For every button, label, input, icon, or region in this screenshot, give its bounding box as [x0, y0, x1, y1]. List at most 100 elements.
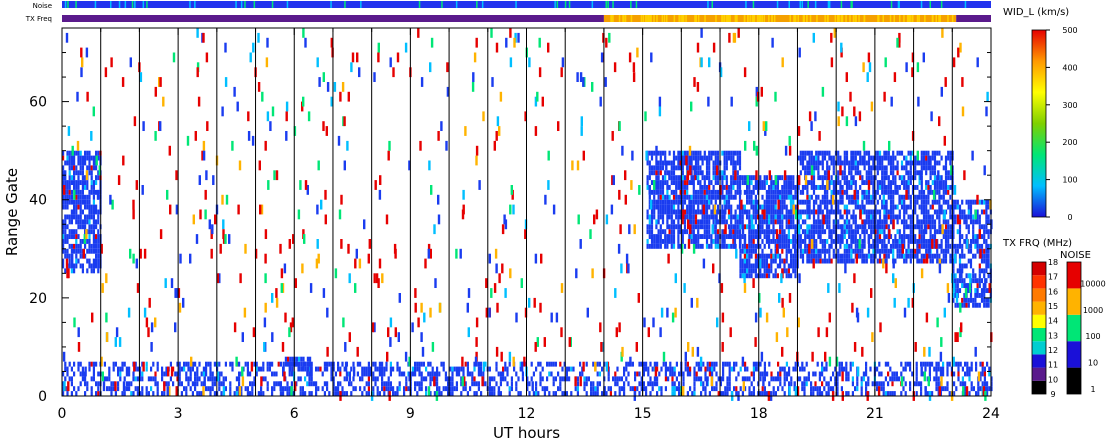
echo-cell — [491, 391, 494, 397]
scatter-cell — [579, 72, 583, 83]
echo-cell — [583, 381, 586, 387]
echo-cell — [183, 361, 186, 367]
scatter-cell — [938, 386, 941, 397]
scatter-cell — [433, 224, 436, 235]
echo-cell — [801, 165, 805, 171]
echo-cell — [931, 170, 934, 176]
echo-cell — [843, 209, 846, 215]
echo-cell — [808, 180, 811, 186]
echo-cell — [690, 209, 693, 215]
echo-cell — [299, 386, 302, 392]
echo-cell — [837, 170, 840, 176]
echo-cell — [97, 371, 100, 377]
echo-cell — [716, 160, 720, 166]
echo-cell — [675, 209, 678, 215]
echo-cell — [925, 209, 928, 215]
echo-cell — [92, 243, 95, 249]
echo-cell — [77, 243, 80, 249]
scatter-cell — [687, 239, 691, 249]
echo-cell — [668, 204, 671, 210]
echo-cell — [444, 371, 447, 377]
echo-cell — [708, 189, 711, 195]
scatter-cell — [743, 234, 747, 244]
scatter-cell — [170, 366, 174, 377]
echo-cell — [861, 194, 864, 200]
echo-cell — [850, 243, 853, 249]
echo-cell — [653, 194, 656, 200]
echo-cell — [806, 224, 809, 230]
echo-cell — [81, 165, 84, 171]
echo-cell — [627, 361, 630, 367]
echo-cell — [794, 224, 797, 230]
echo-cell — [944, 258, 948, 264]
echo-cell — [189, 386, 192, 392]
echo-cell — [667, 376, 670, 382]
echo-cell — [723, 175, 726, 181]
echo-cell — [837, 224, 840, 230]
echo-cell — [838, 361, 841, 367]
echo-cell — [983, 253, 986, 259]
echo-cell — [792, 175, 795, 181]
scatter-cell — [534, 126, 538, 136]
echo-cell — [920, 239, 923, 244]
echo-cell — [974, 302, 977, 308]
echo-cell — [150, 366, 153, 372]
echo-cell — [332, 366, 335, 372]
echo-cell — [623, 371, 626, 377]
scatter-cell — [461, 356, 464, 367]
echo-cell — [856, 194, 860, 200]
echo-cell — [759, 219, 762, 225]
echo-cell — [887, 214, 890, 220]
echo-cell — [646, 239, 649, 244]
echo-cell — [792, 180, 795, 186]
scatter-cell — [830, 57, 834, 68]
echo-cell — [763, 219, 766, 225]
echo-cell — [815, 194, 818, 200]
echo-cell — [112, 366, 115, 372]
echo-cell — [84, 150, 87, 156]
echo-cell — [205, 366, 208, 372]
echo-cell — [411, 366, 414, 372]
echo-cell — [965, 302, 968, 308]
echo-cell — [659, 239, 662, 244]
echo-cell — [62, 263, 65, 269]
echo-cell — [161, 376, 164, 382]
echo-cell — [968, 366, 971, 372]
echo-cell — [819, 199, 822, 205]
scatter-cell — [101, 283, 104, 293]
echo-cell — [425, 366, 428, 372]
echo-cell — [710, 150, 713, 156]
echo-cell — [861, 189, 864, 195]
echo-cell — [804, 209, 807, 215]
echo-cell — [837, 150, 840, 156]
echo-cell — [974, 243, 977, 249]
echo-cell — [903, 204, 906, 210]
echo-cell — [705, 155, 709, 161]
echo-cell — [668, 239, 671, 244]
echo-cell — [653, 199, 656, 205]
echo-cell — [211, 386, 214, 392]
echo-cell — [763, 180, 766, 186]
echo-cell — [715, 361, 718, 367]
echo-cell — [648, 194, 651, 200]
echo-cell — [650, 165, 654, 171]
echo-cell — [987, 243, 990, 249]
echo-cell — [744, 361, 747, 367]
echo-cell — [903, 224, 906, 230]
echo-cell — [806, 204, 809, 210]
echo-cell — [90, 263, 93, 269]
echo-cell — [372, 391, 375, 397]
echo-cell — [804, 219, 807, 225]
echo-cell — [389, 361, 392, 367]
echo-cell — [892, 199, 895, 205]
echo-cell — [894, 185, 897, 190]
echo-cell — [914, 165, 917, 171]
echo-cell — [77, 175, 80, 181]
echo-cell — [431, 376, 434, 382]
echo-cell — [770, 371, 773, 377]
echo-cell — [84, 175, 87, 181]
echo-cell — [790, 180, 793, 186]
echo-cell — [161, 391, 164, 397]
echo-cell — [794, 253, 797, 259]
echo-cell — [779, 234, 782, 240]
